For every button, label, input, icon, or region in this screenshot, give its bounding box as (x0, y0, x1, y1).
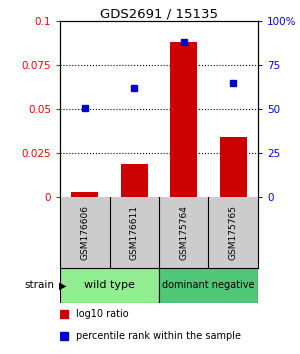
Text: log10 ratio: log10 ratio (76, 309, 128, 319)
Text: GSM176606: GSM176606 (80, 205, 89, 260)
Text: strain: strain (24, 280, 54, 290)
Bar (71, 192, 98, 197)
Bar (121, 164, 148, 197)
Bar (159, 268, 258, 303)
Text: GSM175764: GSM175764 (179, 205, 188, 260)
Text: percentile rank within the sample: percentile rank within the sample (76, 331, 241, 341)
Text: ▶: ▶ (58, 280, 66, 290)
Text: wild type: wild type (84, 280, 135, 290)
Text: dominant negative: dominant negative (162, 280, 255, 290)
Title: GDS2691 / 15135: GDS2691 / 15135 (100, 7, 218, 20)
Bar (60, 268, 159, 303)
Bar (170, 42, 197, 197)
Text: GSM176611: GSM176611 (130, 205, 139, 260)
Bar (220, 137, 247, 197)
Text: GSM175765: GSM175765 (229, 205, 238, 260)
